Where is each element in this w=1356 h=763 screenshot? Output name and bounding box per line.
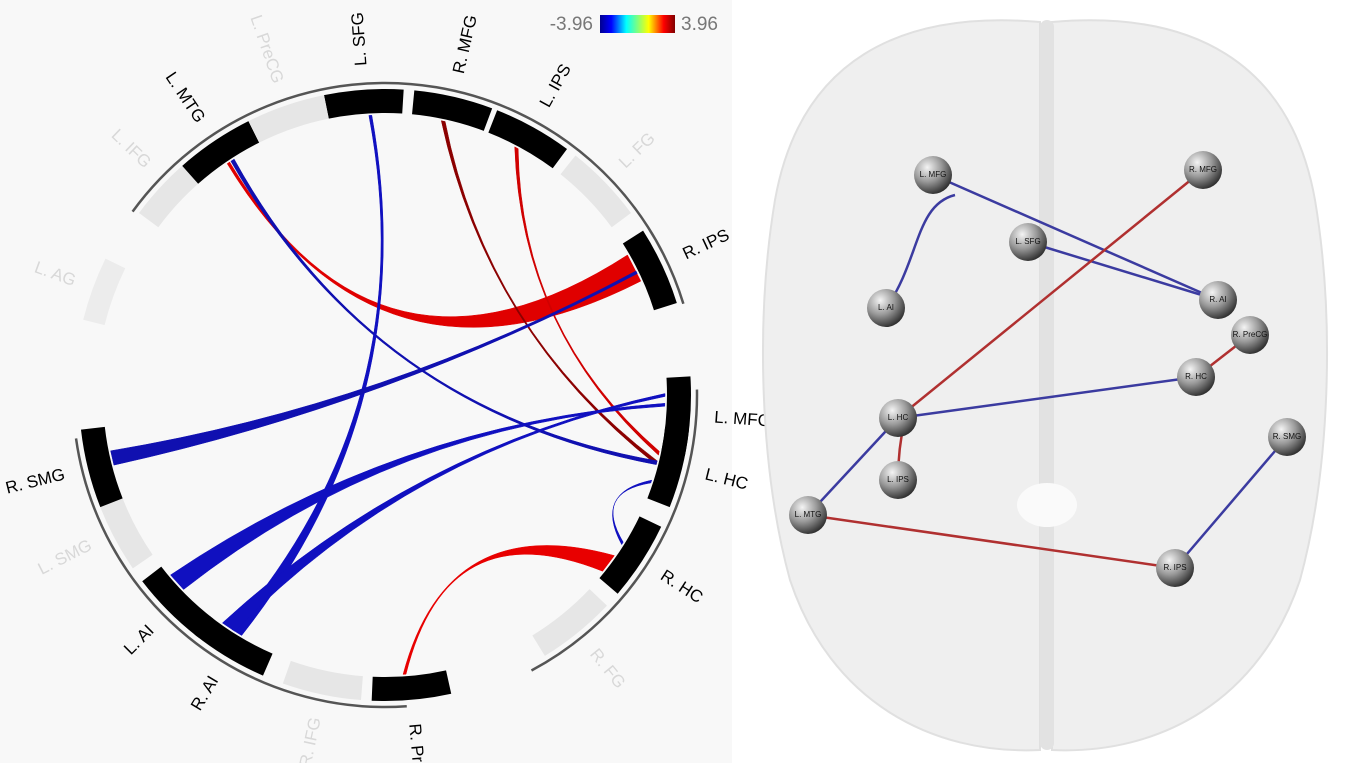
node-label: R. IPS [1163, 563, 1186, 572]
node [867, 289, 905, 327]
connection [110, 270, 638, 466]
region-label: L. SFG [348, 11, 371, 66]
node [1231, 316, 1269, 354]
node-label: R. SMG [1273, 432, 1301, 441]
brain-edge [807, 417, 899, 516]
brain-edge [897, 169, 1204, 419]
brain-outline [762, 19, 1328, 752]
connection [230, 158, 658, 465]
node-label: L. MFG [920, 170, 947, 179]
segment [323, 89, 404, 119]
connection [170, 403, 666, 590]
segment [622, 230, 677, 311]
segment [560, 155, 631, 228]
node-label: L. IPS [887, 475, 909, 484]
brain-edge [932, 173, 1219, 302]
brain-edge [897, 375, 1197, 420]
node-label: L. SFG [1015, 237, 1040, 246]
node-label: R. PreCG [1233, 330, 1268, 339]
segment [371, 670, 452, 701]
connection [514, 146, 660, 456]
node [879, 461, 917, 499]
brain-edge [1174, 436, 1288, 569]
brain-edge [807, 513, 1176, 570]
node-label: R. HC [1185, 372, 1207, 381]
node [1156, 549, 1194, 587]
connection [231, 115, 384, 636]
brain-edge [1027, 240, 1219, 302]
glass-brain: L. MFG R. MFG L. SFG L. AI R. AI R. PreCG R. H… [789, 151, 1306, 587]
node-label: R. MFG [1189, 165, 1217, 174]
segment [83, 258, 126, 326]
node [1009, 223, 1047, 261]
outer-arc [131, 81, 685, 305]
node [789, 496, 827, 534]
node-label: R. AI [1209, 295, 1226, 304]
node-label: L. HC [888, 413, 909, 422]
segment [282, 660, 364, 701]
node [1199, 281, 1237, 319]
segment [80, 426, 123, 508]
segment [647, 426, 690, 508]
connection [612, 479, 653, 546]
segment [411, 90, 493, 131]
connection [222, 393, 666, 632]
segment [599, 516, 662, 594]
colorbar [600, 15, 675, 33]
node [914, 156, 952, 194]
node-label: L. MTG [795, 510, 822, 519]
colorbar-min: -3.96 [550, 14, 593, 35]
outer-arc [530, 389, 699, 672]
node-label: L. AI [878, 303, 894, 312]
segment [182, 121, 260, 184]
node [1177, 358, 1215, 396]
node [1268, 418, 1306, 456]
outer-arc [74, 438, 407, 709]
brain-edge [884, 193, 956, 309]
node [1184, 151, 1222, 189]
segment [488, 110, 568, 169]
region-label: L. MFG [714, 408, 772, 431]
node [879, 399, 917, 437]
segment [248, 95, 329, 143]
connection [226, 161, 642, 328]
segment [142, 566, 214, 638]
segment [532, 588, 607, 656]
connection [402, 545, 615, 675]
colorbar-max: 3.96 [681, 14, 718, 35]
